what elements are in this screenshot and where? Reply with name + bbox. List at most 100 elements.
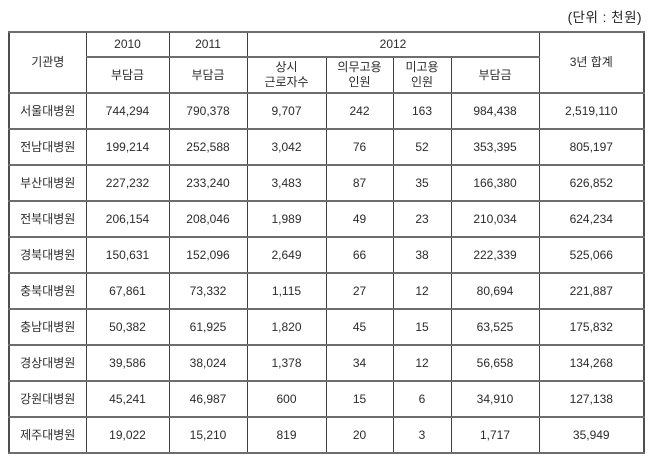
org-name-cell: 강원대병원 <box>8 380 87 418</box>
header-levy-2010: 부담금 <box>85 56 170 94</box>
value-cell: 67,861 <box>85 272 170 310</box>
value-cell: 1,717 <box>450 416 540 454</box>
value-cell: 39,586 <box>85 344 170 382</box>
header-row-top: 기관명 2010 2011 2012 3년 합계 <box>8 31 645 94</box>
header-row-sub: 부담금 부담금 상시 근로자수 의무고용 인원 미고용 인원 부담금 <box>9 56 644 94</box>
levy-table: 기관명 2010 2011 2012 3년 합계 부담금 부담금 상시 근로자수 … <box>8 31 646 454</box>
value-cell: 6 <box>392 380 452 418</box>
header-year-2011: 2011 <box>168 31 248 58</box>
value-cell: 49 <box>325 200 394 238</box>
value-cell: 2,519,110 <box>538 92 645 130</box>
value-cell: 163 <box>392 92 452 130</box>
value-cell: 1,989 <box>246 200 327 238</box>
value-cell: 600 <box>246 380 327 418</box>
value-cell: 152,096 <box>168 236 248 274</box>
org-name-cell: 전남대병원 <box>8 128 87 166</box>
header-unemployed: 미고용 인원 <box>392 56 452 94</box>
value-cell: 221,887 <box>538 272 645 310</box>
value-cell: 27 <box>325 272 394 310</box>
value-cell: 34 <box>325 344 394 382</box>
org-name-cell: 서울대병원 <box>8 92 87 130</box>
value-cell: 819 <box>246 416 327 454</box>
value-cell: 208,046 <box>168 200 248 238</box>
org-name-cell: 전북대병원 <box>8 200 87 238</box>
table-row: 충남대병원 50,382 61,925 1,820 45 15 63,525 175,832 <box>8 308 645 346</box>
value-cell: 34,910 <box>450 380 540 418</box>
value-cell: 790,378 <box>168 92 248 130</box>
value-cell: 175,832 <box>538 308 645 346</box>
value-cell: 227,232 <box>85 164 170 202</box>
table-body: 서울대병원 744,294 790,378 9,707 242 163 984,438 2,5… <box>8 92 645 454</box>
value-cell: 166,380 <box>450 164 540 202</box>
table-row: 경상대병원 39,586 38,024 1,378 34 12 56,658 134,268 <box>8 344 645 382</box>
value-cell: 2,649 <box>246 236 327 274</box>
value-cell: 12 <box>392 344 452 382</box>
value-cell: 46,987 <box>168 380 248 418</box>
value-cell: 20 <box>325 416 394 454</box>
value-cell: 199,214 <box>85 128 170 166</box>
value-cell: 127,138 <box>538 380 645 418</box>
value-cell: 9,707 <box>246 92 327 130</box>
value-cell: 38,024 <box>168 344 248 382</box>
value-cell: 252,588 <box>168 128 248 166</box>
org-name-cell: 부산대병원 <box>8 164 87 202</box>
value-cell: 35,949 <box>538 416 645 454</box>
value-cell: 1,115 <box>246 272 327 310</box>
value-cell: 1,820 <box>246 308 327 346</box>
header-year-2010: 2010 <box>85 31 170 58</box>
value-cell: 87 <box>325 164 394 202</box>
table-row: 부산대병원 227,232 233,240 3,483 87 35 166,380 626,8… <box>8 164 645 202</box>
value-cell: 233,240 <box>168 164 248 202</box>
value-cell: 3,483 <box>246 164 327 202</box>
value-cell: 15 <box>325 380 394 418</box>
header-workers: 상시 근로자수 <box>246 56 327 94</box>
table-row: 제주대병원 19,022 15,210 819 20 3 1,717 35,949 <box>8 416 645 454</box>
value-cell: 206,154 <box>85 200 170 238</box>
value-cell: 23 <box>392 200 452 238</box>
value-cell: 52 <box>392 128 452 166</box>
header-levy-2012: 부담금 <box>450 56 540 94</box>
header-unemployed-line1: 미고용 <box>405 60 439 74</box>
unit-label: (단위 : 천원) <box>567 10 642 25</box>
org-name-cell: 제주대병원 <box>8 416 87 454</box>
value-cell: 45,241 <box>85 380 170 418</box>
org-name-cell: 경상대병원 <box>8 344 87 382</box>
value-cell: 35 <box>392 164 452 202</box>
header-workers-line2: 근로자수 <box>264 75 309 89</box>
value-cell: 744,294 <box>85 92 170 130</box>
header-workers-line1: 상시 <box>275 60 298 74</box>
header-mandatory-line1: 의무고용 <box>337 60 382 74</box>
header-mandatory-line2: 인원 <box>348 75 371 89</box>
header-year-2012: 2012 <box>246 31 540 58</box>
value-cell: 3 <box>392 416 452 454</box>
value-cell: 15 <box>392 308 452 346</box>
value-cell: 626,852 <box>538 164 645 202</box>
value-cell: 3,042 <box>246 128 327 166</box>
value-cell: 353,395 <box>450 128 540 166</box>
header-unemployed-line2: 인원 <box>410 75 434 89</box>
value-cell: 15,210 <box>168 416 248 454</box>
value-cell: 76 <box>325 128 394 166</box>
value-cell: 56,658 <box>450 344 540 382</box>
org-name-cell: 경북대병원 <box>8 236 87 274</box>
table-header: 기관명 2010 2011 2012 3년 합계 부담금 부담금 상시 근로자수 … <box>8 31 645 94</box>
value-cell: 222,339 <box>450 236 540 274</box>
table-row: 경북대병원 150,631 152,096 2,649 66 38 222,339 525,0… <box>8 236 645 274</box>
org-name-cell: 충남대병원 <box>8 308 87 346</box>
table-row: 강원대병원 45,241 46,987 600 15 6 34,910 127,138 <box>8 380 645 418</box>
value-cell: 1,378 <box>246 344 327 382</box>
value-cell: 134,268 <box>538 344 645 382</box>
value-cell: 80,694 <box>450 272 540 310</box>
value-cell: 150,631 <box>85 236 170 274</box>
value-cell: 45 <box>325 308 394 346</box>
table-row: 충북대병원 67,861 73,332 1,115 27 12 80,694 221,887 <box>8 272 645 310</box>
table-row: 전북대병원 206,154 208,046 1,989 49 23 210,034 624,2… <box>8 200 645 238</box>
value-cell: 984,438 <box>450 92 540 130</box>
value-cell: 805,197 <box>538 128 645 166</box>
header-mandatory: 의무고용 인원 <box>325 56 394 94</box>
header-total: 3년 합계 <box>538 31 645 94</box>
table-row: 서울대병원 744,294 790,378 9,707 242 163 984,438 2,5… <box>8 92 645 130</box>
value-cell: 38 <box>392 236 452 274</box>
value-cell: 242 <box>325 92 394 130</box>
